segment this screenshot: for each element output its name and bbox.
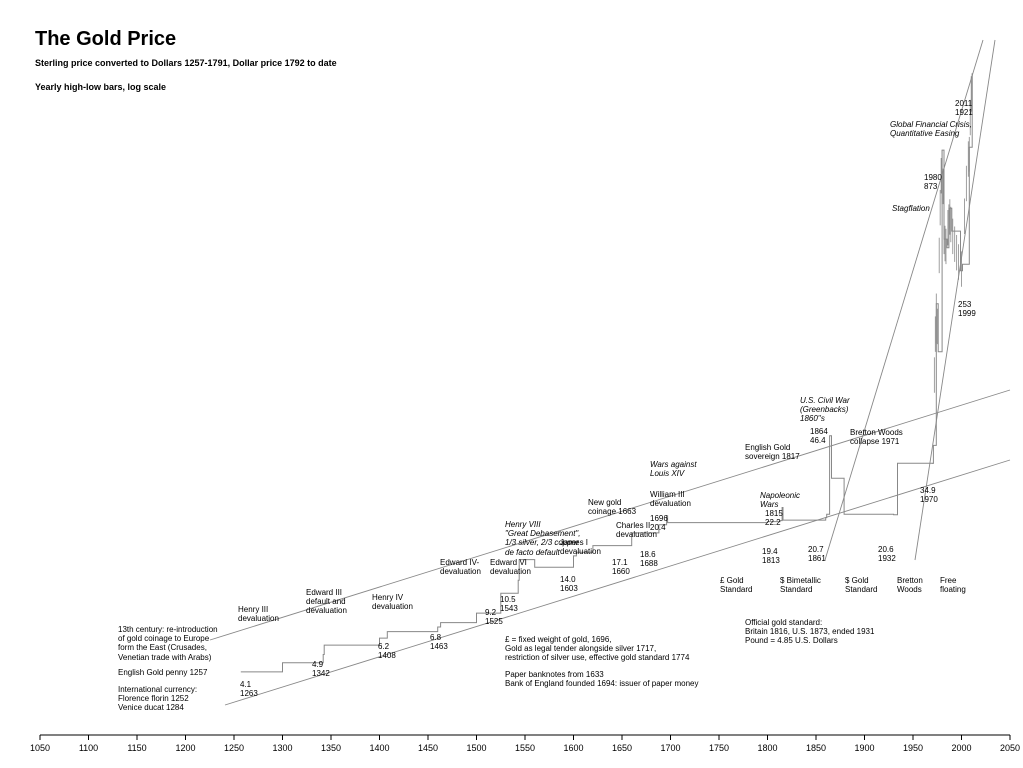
chart-annotation: Bretton Woods collapse 1971 <box>850 428 903 446</box>
x-axis-tick-label: 1050 <box>25 743 55 753</box>
chart-annotation: International currency: Florence florin … <box>118 685 197 713</box>
chart-annotation: James I devaluation <box>560 538 601 556</box>
data-point-label: 1864 46.4 <box>810 427 828 445</box>
data-point-label: 253 1999 <box>958 300 976 318</box>
chart-annotation: Henry IV devaluation <box>372 593 413 611</box>
chart-annotation: £ = fixed weight of gold, 1696, Gold as … <box>505 635 689 663</box>
x-axis-tick-label: 1350 <box>316 743 346 753</box>
data-point-label: 1980 873 <box>924 173 942 191</box>
chart-annotation: 13th century: re-introduction of gold co… <box>118 625 218 662</box>
data-point-label: 6.8 1463 <box>430 633 448 651</box>
x-axis-tick-label: 1550 <box>510 743 540 753</box>
x-axis-tick-label: 1500 <box>462 743 492 753</box>
chart-annotation: Global Financial Crisis, Quantitative Ea… <box>890 120 972 138</box>
data-point-label: 20.6 1932 <box>878 545 896 563</box>
chart-annotation: U.S. Civil War (Greenbacks) 1860''s <box>800 396 850 424</box>
data-point-label: 4.9 1342 <box>312 660 330 678</box>
data-point-label: 1696 20.4 <box>650 514 668 532</box>
x-axis-tick-label: 1800 <box>753 743 783 753</box>
x-axis-tick-label: 1650 <box>607 743 637 753</box>
data-point-label: 1815 22.2 <box>765 509 783 527</box>
data-point-label: 10.5 1543 <box>500 595 518 613</box>
x-axis-tick-label: 1300 <box>268 743 298 753</box>
chart-annotation: Wars against Louis XIV <box>650 460 697 478</box>
x-axis-tick-label: 1700 <box>656 743 686 753</box>
data-point-label: 34.9 1970 <box>920 486 938 504</box>
x-axis-tick-label: 1200 <box>171 743 201 753</box>
chart-annotation: English Gold penny 1257 <box>118 668 207 677</box>
chart-annotation: Stagflation <box>892 204 930 213</box>
x-axis-tick-label: 1400 <box>365 743 395 753</box>
data-point-label: 4.1 1263 <box>240 680 258 698</box>
chart-annotation: William III devaluation <box>650 490 691 508</box>
data-point-label: 17.1 1660 <box>612 558 630 576</box>
data-point-label: 6.2 1408 <box>378 642 396 660</box>
chart-annotation: $ Gold Standard <box>845 576 877 594</box>
chart-annotation: Paper banknotes from 1633 Bank of Englan… <box>505 670 698 688</box>
data-point-label: 19.4 1813 <box>762 547 780 565</box>
x-axis-tick-label: 1950 <box>898 743 928 753</box>
chart-annotation: Napoleonic Wars <box>760 491 800 509</box>
x-axis-tick-label: 1150 <box>122 743 152 753</box>
chart-annotation: English Gold sovereign 1817 <box>745 443 800 461</box>
x-axis-tick-label: 1750 <box>704 743 734 753</box>
x-axis-tick-label: 1600 <box>559 743 589 753</box>
x-axis-tick-label: 2050 <box>995 743 1023 753</box>
chart-annotation: Bretton Woods <box>897 576 923 594</box>
gold-price-chart: The Gold Price Sterling price converted … <box>0 0 1023 768</box>
chart-annotation: Edward VI devaluation <box>490 558 531 576</box>
data-point-label: 20.7 1861 <box>808 545 826 563</box>
chart-annotation: $ Bimetallic Standard <box>780 576 821 594</box>
chart-annotation: Free floating <box>940 576 966 594</box>
chart-annotation: Edward IV- devaluation <box>440 558 481 576</box>
x-axis-tick-label: 1100 <box>74 743 104 753</box>
x-axis-tick-label: 2000 <box>947 743 977 753</box>
data-point-label: 2011 1921 <box>955 99 973 117</box>
chart-annotation: Henry III devaluation <box>238 605 279 623</box>
x-axis-tick-label: 1850 <box>801 743 831 753</box>
data-point-label: 18.6 1688 <box>640 550 658 568</box>
chart-annotation: Edward III default and devaluation <box>306 588 347 616</box>
x-axis-tick-label: 1250 <box>219 743 249 753</box>
x-axis-tick-label: 1450 <box>413 743 443 753</box>
chart-annotation: £ Gold Standard <box>720 576 752 594</box>
chart-annotation: Official gold standard: Britain 1816, U.… <box>745 618 874 646</box>
data-point-label: 14.0 1603 <box>560 575 578 593</box>
chart-annotation: New gold coinage 1663 <box>588 498 636 516</box>
x-axis-tick-label: 1900 <box>850 743 880 753</box>
